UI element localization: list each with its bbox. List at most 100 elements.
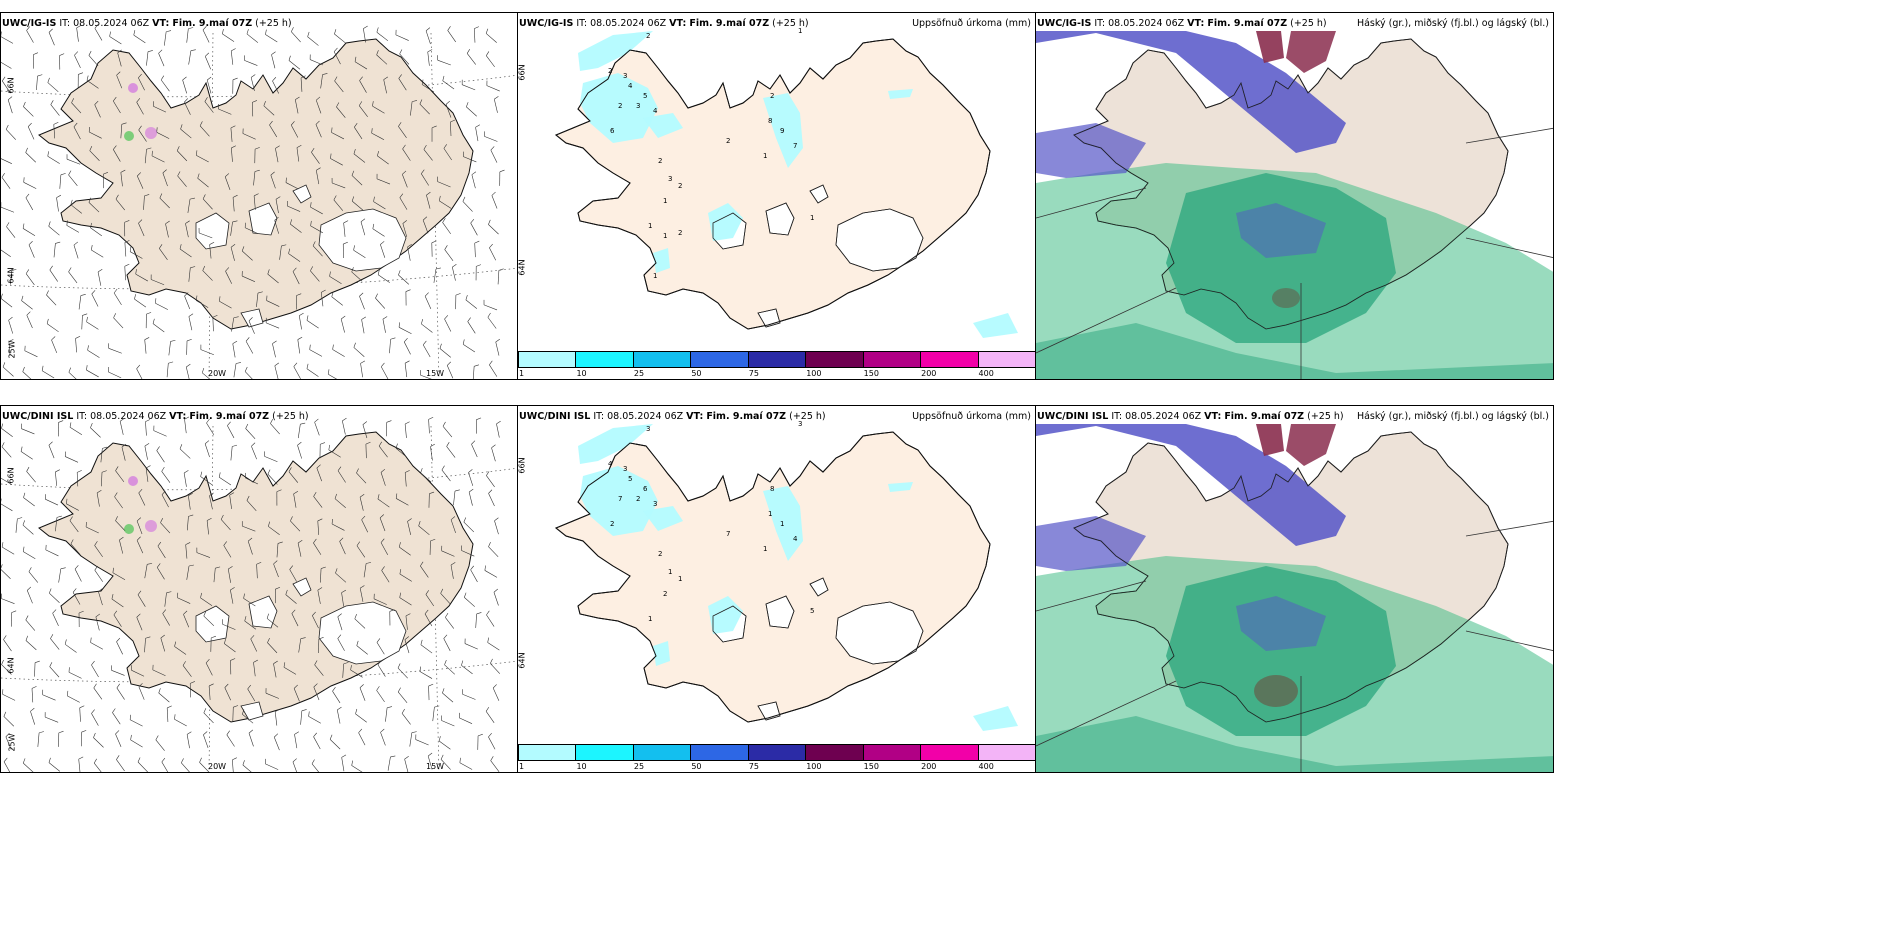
wind-barb-flag [316, 167, 321, 171]
wind-barb-flag [254, 147, 260, 150]
wind-barb [488, 736, 496, 750]
wind-barb-flag [359, 292, 364, 297]
wind-barb [156, 450, 165, 463]
wind-barb-flag [329, 271, 331, 277]
wind-barb-flag [313, 732, 317, 737]
precip-marker [128, 476, 138, 486]
wind-barb [186, 734, 190, 749]
wind-barb [491, 195, 498, 209]
wind-barb [296, 147, 300, 162]
wind-barb-flag [487, 312, 491, 318]
wind-barb [111, 670, 125, 676]
wind-barb-flag [190, 681, 195, 684]
wind-barb [202, 372, 211, 379]
wind-barb [55, 471, 58, 486]
wind-barb-flag [327, 369, 330, 375]
wind-barb [247, 688, 256, 702]
wind-barb-flag [202, 26, 207, 31]
wind-barb-flag [183, 470, 189, 474]
wind-barb-flag [74, 565, 79, 570]
wind-barb [309, 349, 323, 357]
wind-barb [409, 732, 413, 747]
wind-barb [404, 639, 410, 654]
wind-barb [486, 85, 500, 92]
wind-barb [328, 449, 341, 458]
wind-barb-flag [203, 611, 207, 617]
wind-barb [26, 471, 36, 483]
wind-barb [161, 494, 169, 508]
precip-value: 2 [658, 157, 662, 165]
wind-barb [165, 223, 169, 238]
wind-barb-flag [1, 442, 5, 447]
wind-barb [116, 687, 125, 700]
cloud-title: Háský (gr.), miðský (fj.bl.) og lágský (… [1356, 411, 1549, 422]
wind-barb [430, 446, 433, 461]
wind-barb [466, 53, 476, 65]
wind-barb-flag [411, 731, 417, 734]
wind-barb [74, 55, 81, 68]
wind-barb [320, 292, 324, 307]
wind-barb-flag [377, 269, 380, 275]
wind-barb [288, 471, 299, 483]
wind-barb-flag [378, 441, 382, 447]
glacier-outline [809, 577, 829, 597]
wind-barb [292, 271, 300, 285]
colorbar-swatch [920, 744, 979, 761]
wind-barb-flag [475, 124, 480, 128]
wind-barb [308, 716, 321, 724]
wind-barb [285, 182, 299, 190]
wind-barb [1, 36, 14, 44]
wind-barb [186, 28, 189, 43]
wind-barb [372, 105, 385, 114]
wind-barb [446, 365, 454, 379]
cloud-map-bottom [1036, 406, 1553, 772]
wind-barb [337, 638, 345, 651]
wind-barb [224, 176, 231, 190]
wind-barb [6, 226, 16, 238]
wind-barb [188, 50, 192, 65]
wind-barb-flag [434, 705, 440, 708]
wind-barb [484, 136, 498, 142]
wind-barb-flag [376, 638, 381, 643]
wind-barb-flag [184, 416, 190, 420]
wind-barb-flag [363, 25, 368, 29]
wind-barb-flag [314, 418, 319, 423]
wind-barb-flag [331, 291, 334, 297]
wind-barb [395, 34, 409, 41]
wind-barb-flag [488, 542, 491, 547]
wind-barb-flag [69, 422, 72, 428]
wind-barb [464, 643, 478, 650]
wind-barb-flag [420, 561, 424, 567]
wind-barb [355, 713, 367, 723]
wind-barb [354, 61, 368, 70]
wind-barb-flag [365, 441, 371, 445]
wind-barb-flag [371, 128, 373, 134]
wind-barb [15, 518, 18, 533]
wind-barb [45, 498, 59, 506]
wind-barb [398, 327, 412, 335]
wind-barb-flag [133, 30, 136, 36]
wind-barb-flag [288, 467, 292, 472]
wind-barb [297, 542, 302, 557]
wind-barb [404, 423, 407, 438]
wind-barb-flag [290, 121, 295, 126]
wind-barb-flag [263, 101, 266, 106]
wind-barb-flag [206, 517, 212, 521]
wind-barb-flag [95, 613, 101, 618]
wind-barb-flag [442, 421, 446, 427]
wind-barb-flag [81, 730, 87, 733]
wind-barb-flag [316, 96, 321, 101]
wind-barb [203, 615, 215, 627]
wind-barb-flag [404, 360, 410, 364]
wind-barb-flag [134, 294, 136, 300]
wind-barb [109, 36, 122, 45]
wind-barb [86, 321, 99, 330]
wind-barb-flag [291, 27, 294, 32]
lat-label-64: 64N [6, 267, 16, 284]
wind-barb-flag [498, 268, 504, 271]
wind-barb [224, 643, 236, 653]
precip-title: Uppsöfnuð úrkoma (mm) [912, 411, 1031, 422]
wind-barb [276, 543, 279, 558]
high-cloud-area [1036, 424, 1346, 546]
wind-barb [398, 274, 410, 285]
